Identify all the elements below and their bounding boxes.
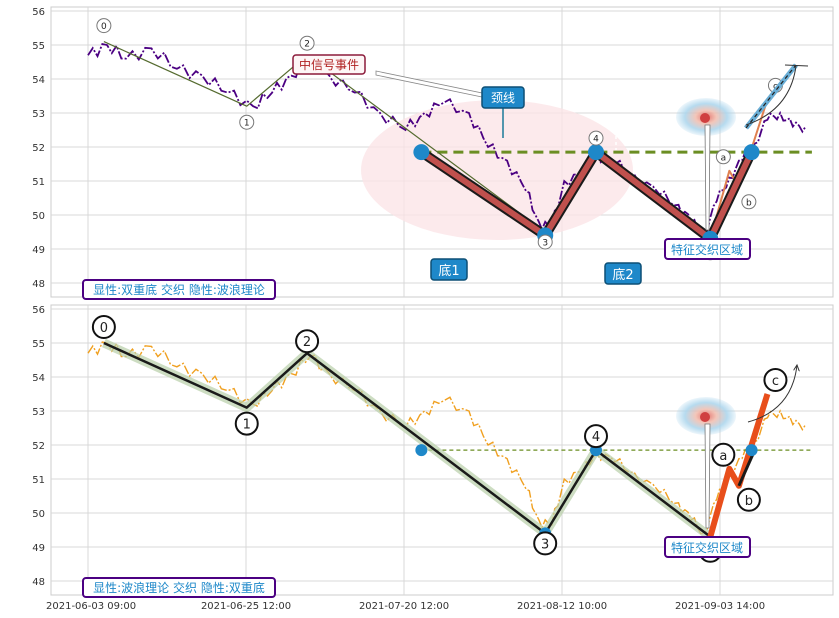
x-axis-ticks: 2021-06-03 09:00 2021-06-25 12:00 2021-07-…: [46, 601, 765, 612]
wave-label-3: 3: [542, 239, 548, 249]
y-tick-label: 54: [32, 75, 45, 86]
top-y-ticks: 48 49 50 51 52 53 54 55 56: [32, 7, 45, 290]
y-tick-label: 53: [32, 109, 45, 120]
double-bottom-node: [588, 144, 604, 161]
panel-label-bottom: 显性:波浪理论 交织 隐性:双重底: [82, 577, 276, 598]
wave-label-circle: [715, 149, 731, 165]
y-tick-label: 54: [32, 373, 45, 384]
y-tick-label: 56: [32, 305, 45, 316]
wave-label-circle: [584, 424, 608, 449]
wave-label-1: 1: [244, 119, 250, 129]
feature-zone-center-top: [700, 113, 710, 123]
projection-line-top: [744, 63, 798, 130]
y-tick-label: 52: [32, 143, 45, 154]
wave-label-circle: [763, 368, 788, 392]
wave-label-circle: [537, 234, 553, 250]
impulse-wave-line: [103, 341, 712, 538]
signal-event-label: 中信号事件: [299, 57, 359, 72]
feature-zone-callout-top: 特征交织区域: [664, 238, 751, 260]
bottom1-callout: 底1: [430, 258, 468, 281]
y-tick-label: 49: [32, 245, 45, 256]
wave-label-0: 0: [100, 321, 108, 336]
signal-event-callout: 中信号事件: [292, 54, 483, 98]
wave-label-c: c: [772, 374, 779, 389]
wave-label-circle: [588, 130, 604, 146]
y-tick-label: 55: [32, 41, 45, 52]
pattern-node: [745, 444, 758, 457]
wave-label-circle: [736, 487, 761, 512]
wave-label-circle: [239, 114, 255, 130]
wave-label-circle: [741, 194, 757, 210]
feature-zone-label-bottom: 特征交织区域: [671, 540, 743, 555]
y-tick-label: 53: [32, 407, 45, 418]
y-tick-label: 51: [32, 475, 45, 486]
x-tick-label: 2021-07-20 12:00: [359, 601, 449, 612]
projection-arrow-bottom: [747, 365, 797, 423]
wave-label-a: a: [719, 449, 727, 464]
corrective-wave-line: [707, 393, 771, 538]
wave-label-circle: [533, 531, 558, 556]
wave-label-circle: [96, 18, 112, 34]
double-bottom-node: [413, 144, 430, 161]
wave-label-a: a: [721, 153, 727, 163]
double-bottom-node: [743, 144, 760, 161]
wave-label-circle: [295, 329, 320, 354]
feature-zone-center-bottom: [700, 412, 710, 422]
wave-label-2: 2: [303, 335, 311, 350]
y-tick-label: 48: [32, 279, 45, 290]
feature-zone-pointer-bottom: [704, 423, 711, 529]
x-tick-label: 2021-06-25 12:00: [201, 601, 291, 612]
bottom1-box: [430, 258, 468, 281]
bottom-y-ticks: 48 49 50 51 52 53 54 55 56: [32, 305, 45, 588]
panel-label-box-bottom: [82, 577, 276, 598]
feature-zone-label-top: 特征交织区域: [671, 242, 743, 257]
bottom2-callout: 底2: [604, 262, 642, 285]
pattern-node: [415, 444, 428, 457]
y-tick-label: 50: [32, 509, 45, 520]
x-tick-label: 2021-08-12 10:00: [517, 601, 607, 612]
bottom1-label: 底1: [438, 263, 459, 279]
neckline-label: 颈线: [491, 91, 515, 105]
neckline-box: [481, 86, 525, 109]
wave-label-circle: [91, 315, 116, 339]
wave-label-0: 0: [101, 22, 107, 32]
neckline-callout: 颈线: [481, 86, 525, 138]
panel-label-text-bottom: 显性:波浪理论 交织 隐性:双重底: [93, 580, 265, 595]
wave-label-2: 2: [304, 40, 310, 50]
projection-cap-top: [784, 64, 809, 67]
x-tick-label: 2021-06-03 09:00: [46, 601, 136, 612]
pattern-highlight-ellipse: [361, 100, 633, 240]
x-tick-label: 2021-09-03 14:00: [675, 601, 765, 612]
y-tick-label: 55: [32, 339, 45, 350]
wave-label-1: 1: [243, 418, 251, 433]
wave-label-circle: [299, 35, 315, 51]
y-tick-label: 51: [32, 177, 45, 188]
wave-label-b: b: [746, 198, 752, 208]
bottom2-label: 底2: [612, 267, 633, 283]
wave-label-4: 4: [593, 135, 599, 145]
feature-zone-pointer-top: [704, 124, 711, 231]
panel-label-top: 显性:双重底 交织 隐性:波浪理论: [82, 279, 276, 300]
bottom2-box: [604, 262, 642, 285]
wave-label-3: 3: [541, 537, 549, 552]
feature-zone-box-top: [664, 238, 751, 260]
wave-label-circle: [711, 442, 736, 467]
y-tick-label: 50: [32, 211, 45, 222]
y-tick-label: 49: [32, 543, 45, 554]
wave-label-4: 4: [592, 430, 600, 445]
wave-label-circle: [234, 411, 259, 436]
feature-zone-box-bottom: [664, 536, 751, 558]
signal-event-box: [292, 54, 366, 75]
panel-label-text-top: 显性:双重底 交织 隐性:波浪理论: [93, 282, 265, 297]
y-tick-label: 52: [32, 441, 45, 452]
y-tick-label: 56: [32, 7, 45, 18]
wave-label-b: b: [745, 494, 753, 509]
feature-zone-callout-bottom: 特征交织区域: [664, 536, 751, 558]
y-tick-label: 48: [32, 577, 45, 588]
projection-curve-top: [745, 65, 797, 126]
panel-label-box-top: [82, 279, 276, 300]
